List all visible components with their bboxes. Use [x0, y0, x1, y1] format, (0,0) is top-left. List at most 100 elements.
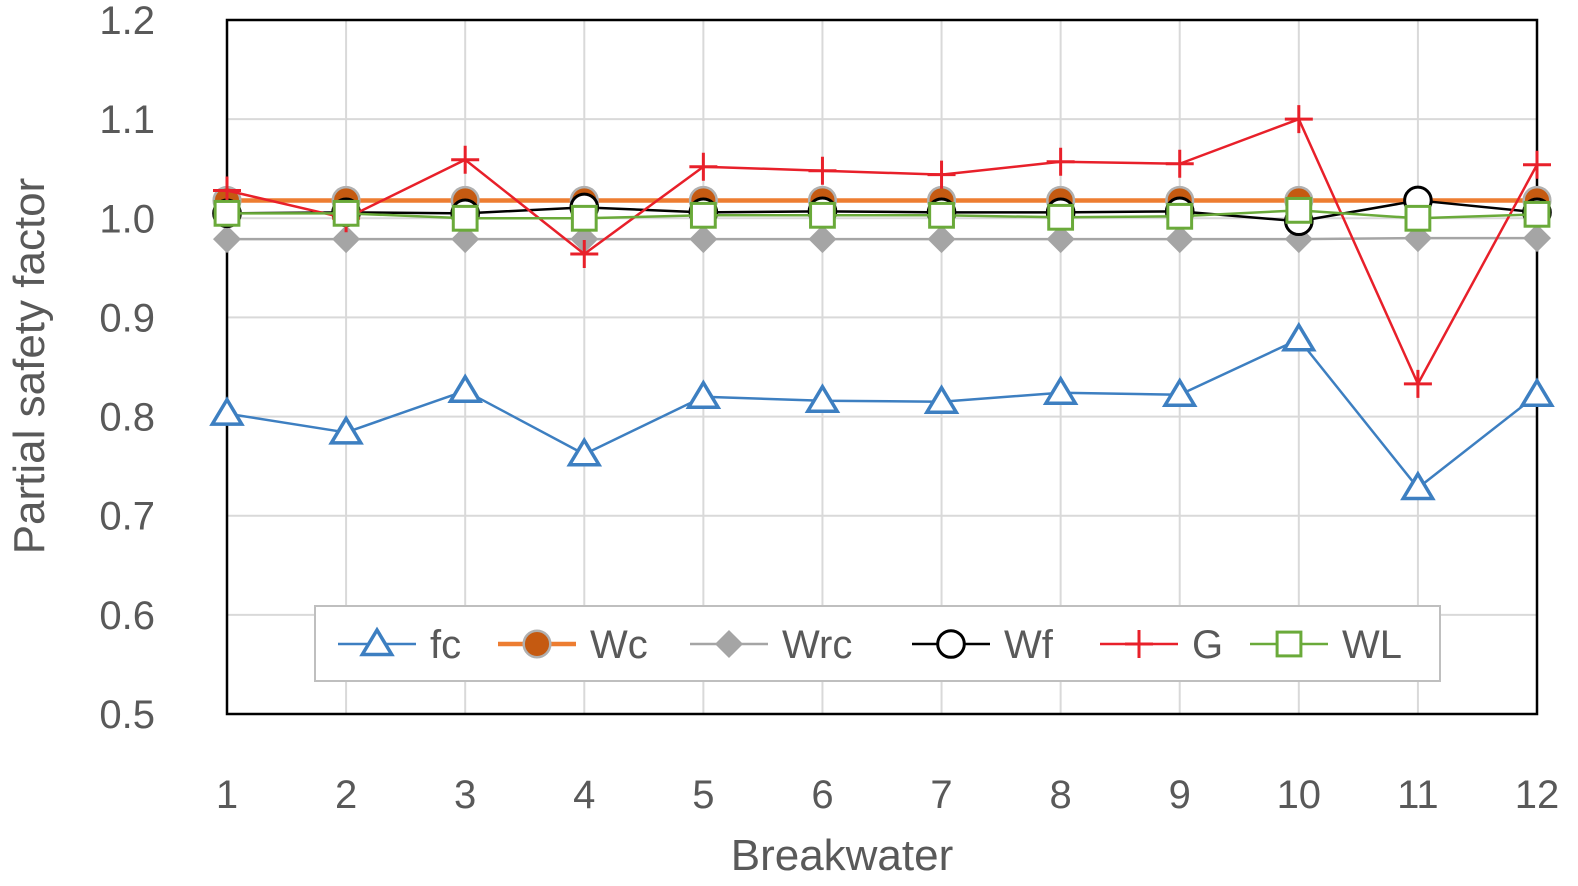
legend-item-Wrc: Wrc: [690, 623, 852, 667]
legend-label: WL: [1342, 623, 1402, 667]
data-point-G: [451, 145, 480, 174]
legend-marker: [1275, 630, 1303, 658]
x-axis-tick-labels: 1 2 3 4 5 6 7 8 9 10 11 12: [216, 773, 1559, 817]
legend-marker: [1125, 630, 1153, 658]
legend-marker: [522, 629, 552, 659]
data-point-G: [689, 152, 718, 181]
y-tick-label: 1.2: [99, 0, 155, 43]
y-tick-label: 0.5: [99, 693, 155, 737]
plot-area-border: [225, 18, 1539, 716]
data-point-WL: [570, 204, 598, 232]
legend-marker: [936, 629, 966, 659]
data-point-fc: [328, 415, 364, 445]
data-point-G: [1523, 150, 1551, 179]
data-point-fc: [1042, 375, 1079, 406]
data-point-WL: [928, 201, 955, 229]
series-line-Wrc: [227, 236, 1537, 241]
data-point-Wrc: [1165, 225, 1194, 254]
data-point-fc: [1400, 470, 1436, 501]
legend-item-Wc: Wc: [498, 623, 648, 667]
data-point-Wrc: [927, 225, 956, 254]
data-point-fc: [685, 379, 722, 409]
y-tick-label: 0.7: [99, 495, 155, 539]
series-line-Wf: [226, 199, 1538, 223]
legend-label: Wf: [1004, 623, 1054, 667]
x-axis-title: Breakwater: [731, 831, 954, 880]
x-tick-label: 12: [1515, 773, 1560, 817]
legend-item-G: G: [1100, 623, 1223, 667]
data-point-G: [808, 156, 837, 185]
data-point-fc: [1161, 377, 1198, 408]
x-tick-label: 2: [335, 773, 357, 817]
data-point-WL: [332, 199, 360, 227]
data-point-fc: [566, 436, 603, 467]
y-tick-label: 1.1: [99, 98, 155, 142]
legend-item-Wf: Wf: [912, 623, 1054, 667]
y-tick-label: 0.6: [99, 594, 155, 638]
data-point-WL: [1523, 200, 1551, 228]
data-point-Wrc: [212, 225, 242, 254]
series-WL: [213, 196, 1551, 232]
data-point-WL: [1285, 196, 1313, 224]
x-tick-label: 6: [811, 773, 833, 817]
data-point-WL: [1166, 202, 1194, 230]
x-tick-label: 7: [930, 773, 952, 817]
x-tick-label: 4: [573, 773, 595, 817]
legend-label: fc: [430, 623, 461, 667]
data-point-fc: [1281, 321, 1317, 352]
x-tick-label: 3: [454, 773, 476, 817]
legend-marker: [359, 626, 395, 657]
data-point-G: [1403, 369, 1432, 398]
data-point-G: [1046, 147, 1075, 176]
data-point-Wrc: [451, 225, 480, 254]
data-point-WL: [689, 201, 717, 229]
data-point-G: [570, 239, 599, 268]
series-line-fc: [226, 337, 1538, 490]
legend-item-WL: WL: [1250, 623, 1402, 667]
data-point-fc: [1519, 377, 1555, 408]
y-tick-label: 1.0: [99, 197, 155, 241]
data-point-fc: [447, 373, 483, 404]
data-point-WL: [1404, 204, 1432, 232]
legend-label: Wrc: [782, 623, 852, 667]
data-point-fc: [209, 396, 245, 426]
y-axis-title: Partial safety factor: [5, 178, 54, 555]
y-axis-tick-labels: 0.5 0.6 0.7 0.8 0.9 1.0 1.1 1.2: [99, 0, 155, 737]
data-point-WL: [1047, 203, 1075, 231]
series-Wf: [212, 185, 1552, 237]
legend-marker: [714, 629, 744, 659]
x-tick-label: 5: [692, 773, 714, 817]
data-point-WL: [213, 199, 241, 227]
data-point-WL: [451, 204, 479, 232]
legend: fc Wc Wrc Wf G WL: [314, 605, 1441, 682]
data-point-Wrc: [689, 225, 718, 254]
x-tick-label: 8: [1050, 773, 1072, 817]
series-Wc: [212, 185, 1552, 215]
data-point-Wrc: [1046, 225, 1075, 254]
series-line-G: [226, 117, 1539, 386]
x-tick-label: 9: [1169, 773, 1191, 817]
legend-label: G: [1192, 623, 1223, 667]
series-line-WL: [227, 209, 1538, 220]
data-point-G: [927, 160, 956, 189]
series-fc: [209, 321, 1555, 501]
data-point-WL: [809, 201, 836, 229]
data-point-Wrc: [1522, 224, 1552, 253]
y-tick-label: 0.8: [99, 396, 155, 440]
data-point-Wrc: [808, 225, 837, 254]
series-G: [213, 105, 1551, 398]
y-tick-label: 0.9: [99, 296, 155, 340]
data-point-G: [1165, 149, 1194, 178]
data-point-fc: [923, 384, 960, 414]
legend-item-fc: fc: [338, 623, 461, 667]
data-point-fc: [804, 383, 841, 413]
legend-label: Wc: [590, 623, 648, 667]
series-Wrc: [212, 224, 1552, 254]
data-series: [209, 105, 1555, 501]
x-tick-label: 10: [1277, 773, 1322, 817]
x-tick-label: 11: [1397, 773, 1439, 817]
x-tick-label: 1: [216, 773, 238, 817]
data-point-G: [1284, 105, 1313, 134]
data-point-Wrc: [332, 225, 361, 254]
